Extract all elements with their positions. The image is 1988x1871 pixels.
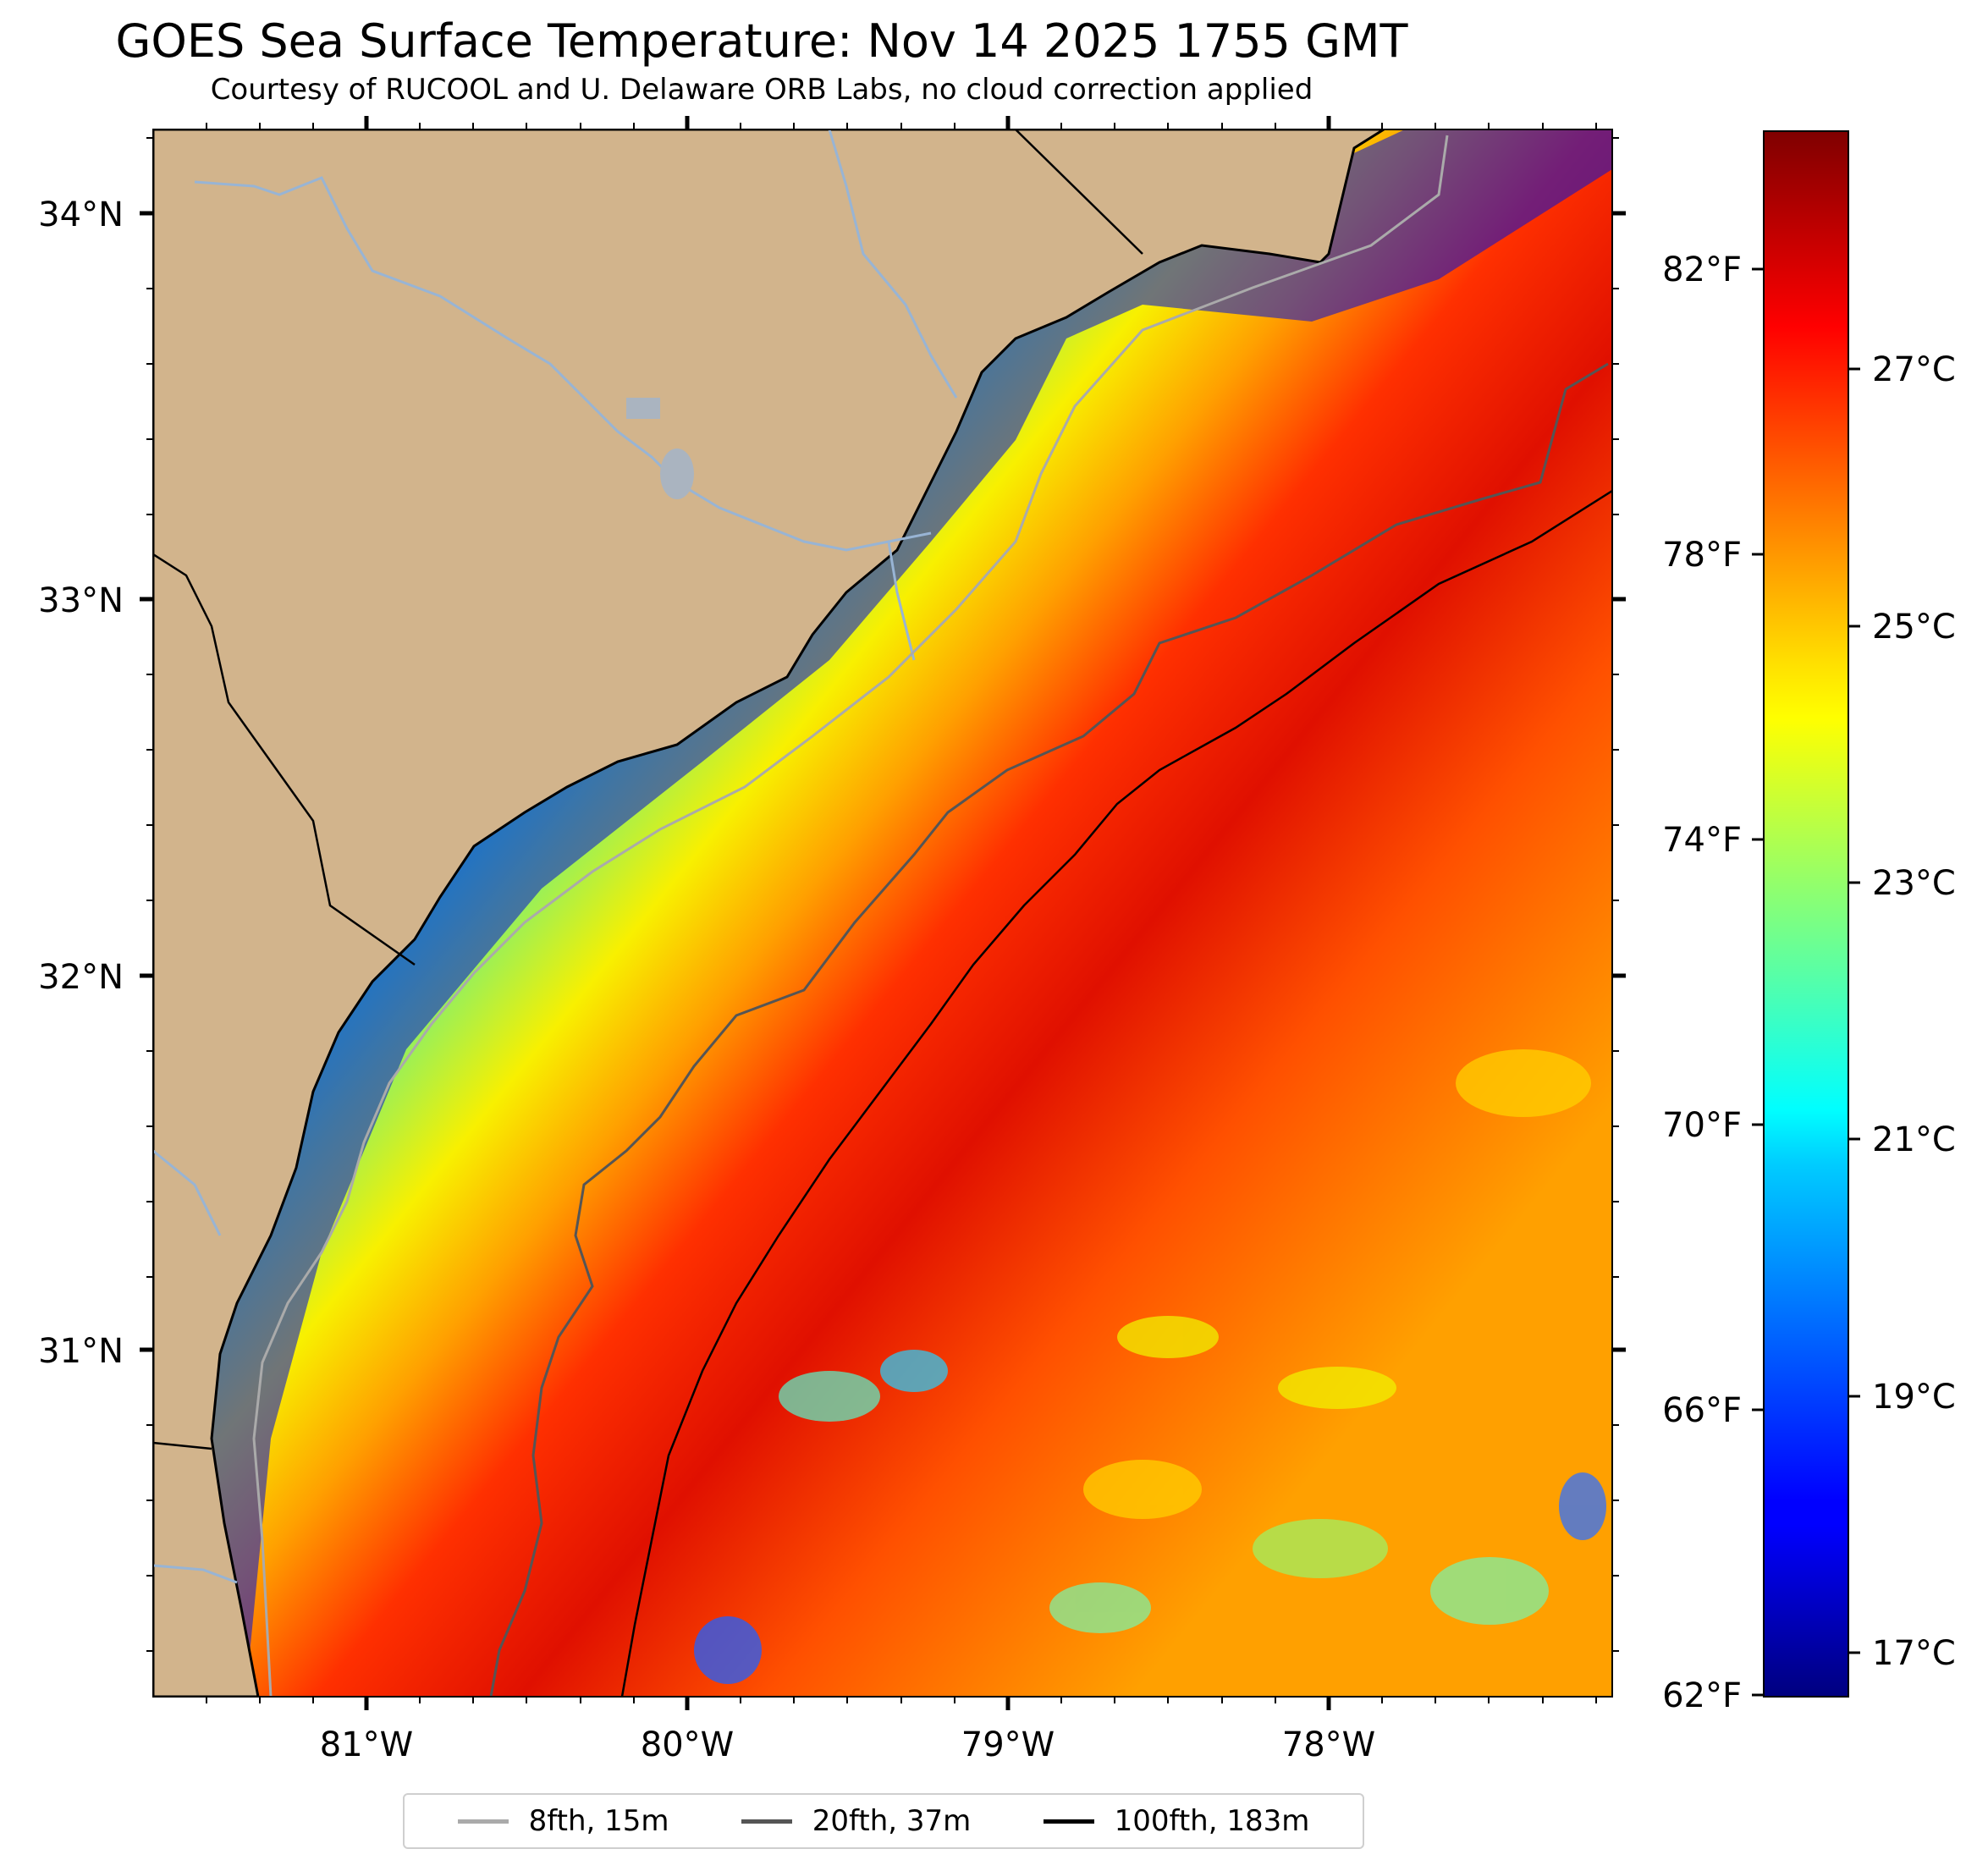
isobath-legend: 8fth, 15m 20fth, 37m 100fth, 183m bbox=[403, 1793, 1364, 1849]
legend-swatch-100fth bbox=[1043, 1819, 1094, 1824]
state-border-sc-ga bbox=[153, 553, 416, 966]
legend-label-8fth: 8fth, 15m bbox=[528, 1804, 669, 1838]
legend-swatch-20fth bbox=[741, 1819, 792, 1824]
lon-label-79: 79°W bbox=[961, 1725, 1055, 1764]
cbar-c-19: 19°C bbox=[1872, 1378, 1956, 1417]
cbar-f-78: 78°F bbox=[1662, 536, 1742, 575]
map-frame bbox=[152, 129, 1613, 1698]
isobath-100fth bbox=[620, 489, 1612, 1697]
colorbar-gradient bbox=[1763, 130, 1849, 1698]
cbar-f-74: 74°F bbox=[1662, 821, 1742, 860]
isobath-20fth bbox=[489, 362, 1609, 1697]
legend-swatch-8fth bbox=[457, 1819, 509, 1824]
map-subtitle: Courtesy of RUCOOL and U. Delaware ORB L… bbox=[210, 73, 1313, 107]
cbar-f-62: 62°F bbox=[1662, 1676, 1742, 1715]
lake-marion bbox=[626, 398, 660, 419]
rivers bbox=[153, 129, 958, 1584]
colorbar: 82°F 78°F 74°F 70°F 66°F 62°F 27°C 25°C … bbox=[1662, 130, 1956, 1715]
cbar-f-66: 66°F bbox=[1662, 1391, 1742, 1430]
cbar-f-82: 82°F bbox=[1662, 250, 1742, 289]
lat-label-31: 31°N bbox=[38, 1332, 124, 1371]
legend-label-20fth: 20fth, 37m bbox=[812, 1804, 972, 1838]
lat-label-34: 34°N bbox=[38, 195, 124, 234]
lat-label-33: 33°N bbox=[38, 581, 124, 620]
land bbox=[153, 129, 1386, 1697]
cloud-patches bbox=[694, 1049, 1606, 1684]
lat-label-32: 32°N bbox=[38, 958, 124, 997]
lon-label-78: 78°W bbox=[1282, 1725, 1375, 1764]
legend-item-20fth: 20fth, 37m bbox=[741, 1804, 972, 1838]
cbar-f-70: 70°F bbox=[1662, 1106, 1742, 1145]
cbar-c-23: 23°C bbox=[1872, 864, 1956, 903]
axis-ticks bbox=[140, 116, 1626, 1710]
cbar-c-27: 27°C bbox=[1872, 350, 1956, 389]
cbar-c-21: 21°C bbox=[1872, 1120, 1956, 1159]
lake-moultrie bbox=[660, 448, 694, 499]
cbar-c-25: 25°C bbox=[1872, 608, 1956, 647]
legend-label-100fth: 100fth, 183m bbox=[1114, 1804, 1310, 1838]
map-area bbox=[153, 129, 1612, 1697]
lon-label-80: 80°W bbox=[641, 1725, 734, 1764]
map-title: GOES Sea Surface Temperature: Nov 14 202… bbox=[115, 14, 1408, 68]
legend-item-8fth: 8fth, 15m bbox=[457, 1804, 669, 1838]
cbar-c-17: 17°C bbox=[1872, 1634, 1956, 1673]
state-border-nc-sc bbox=[1015, 129, 1143, 255]
isobath-8fth bbox=[252, 135, 1449, 1697]
legend-item-100fth: 100fth, 183m bbox=[1043, 1804, 1310, 1838]
state-border-ga-fl bbox=[153, 1441, 212, 1450]
lon-label-81: 81°W bbox=[320, 1725, 413, 1764]
